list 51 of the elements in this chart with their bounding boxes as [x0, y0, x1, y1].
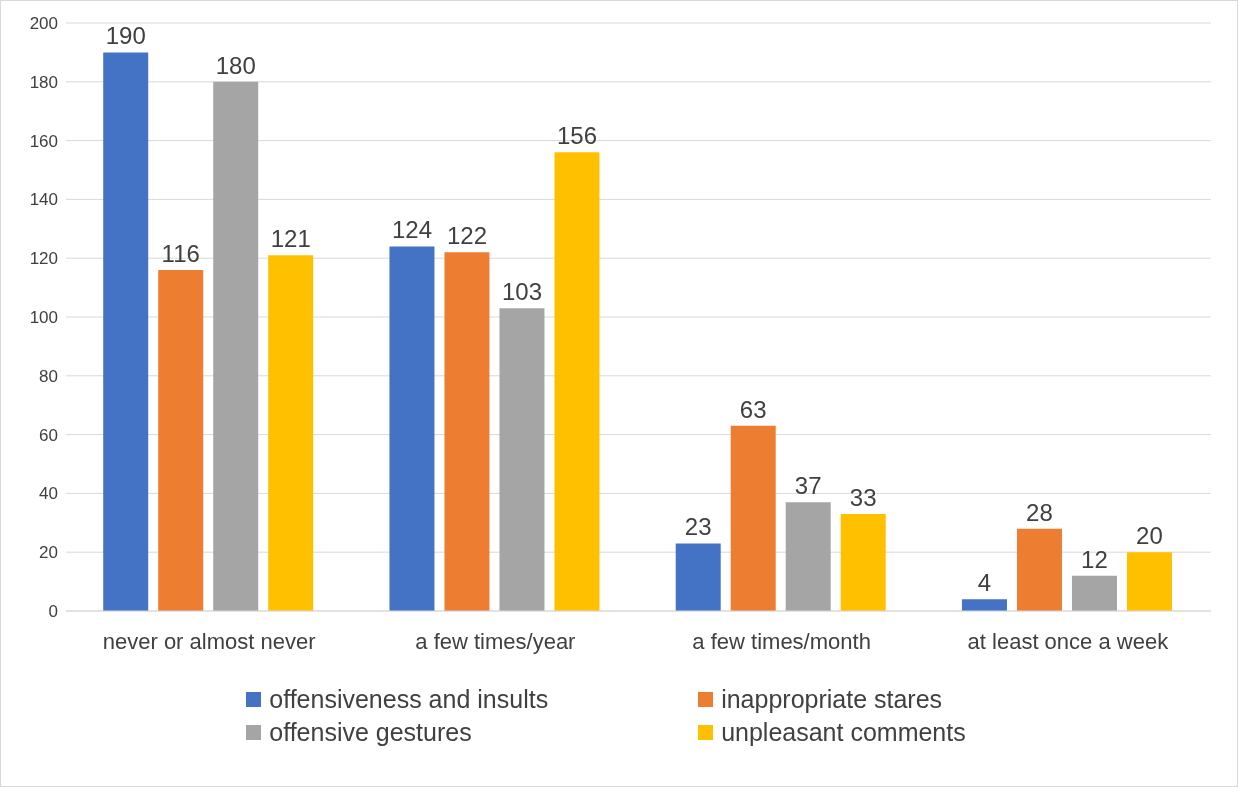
bar [268, 255, 314, 611]
bar [1016, 528, 1062, 611]
bar [444, 252, 490, 611]
bar [961, 599, 1007, 611]
bar [158, 269, 204, 611]
y-tick-label: 120 [29, 249, 58, 269]
bar [1126, 552, 1172, 611]
data-label: 156 [556, 122, 597, 150]
bar [103, 52, 149, 611]
data-label: 23 [684, 513, 712, 541]
x-tick-label: never or almost never [102, 628, 316, 654]
bar [840, 513, 886, 611]
data-label: 63 [739, 395, 767, 423]
data-label: 4 [977, 569, 992, 597]
legend-label: inappropriate stares [721, 685, 943, 714]
bar [554, 152, 600, 611]
data-label: 116 [161, 239, 200, 267]
legend-label: offensiveness and insults [269, 685, 549, 714]
bar [785, 502, 831, 611]
x-tick-label: a few times/month [692, 628, 871, 654]
y-tick-label: 80 [39, 366, 58, 386]
legend-label: offensive gestures [269, 718, 472, 747]
y-tick-label: 180 [29, 72, 58, 92]
y-tick-label: 140 [29, 190, 58, 210]
data-label: 20 [1136, 522, 1163, 550]
legend-label: unpleasant comments [721, 718, 966, 747]
y-tick-label: 200 [29, 14, 58, 34]
y-tick-label: 20 [39, 543, 58, 563]
data-label: 180 [215, 51, 256, 79]
x-tick-label: at least once a week [967, 628, 1170, 654]
data-label: 12 [1081, 545, 1108, 573]
data-label: 124 [391, 216, 432, 244]
data-label: 122 [446, 222, 487, 250]
data-label: 190 [105, 22, 146, 50]
data-label: 28 [1026, 498, 1053, 526]
data-label: 33 [849, 483, 877, 511]
y-tick-label: 100 [29, 308, 58, 328]
bar [1071, 575, 1117, 611]
data-label: 103 [501, 278, 542, 306]
y-tick-label: 0 [48, 602, 58, 622]
data-label: 121 [270, 225, 311, 253]
data-label: 37 [794, 472, 822, 500]
bar [389, 246, 435, 611]
bar [213, 81, 259, 611]
y-tick-label: 60 [39, 425, 58, 445]
bar [730, 425, 776, 611]
y-tick-label: 40 [39, 484, 58, 504]
x-tick-label: a few times/year [415, 628, 576, 654]
bar [675, 543, 721, 611]
bar [499, 308, 545, 611]
y-tick-label: 160 [29, 131, 58, 151]
